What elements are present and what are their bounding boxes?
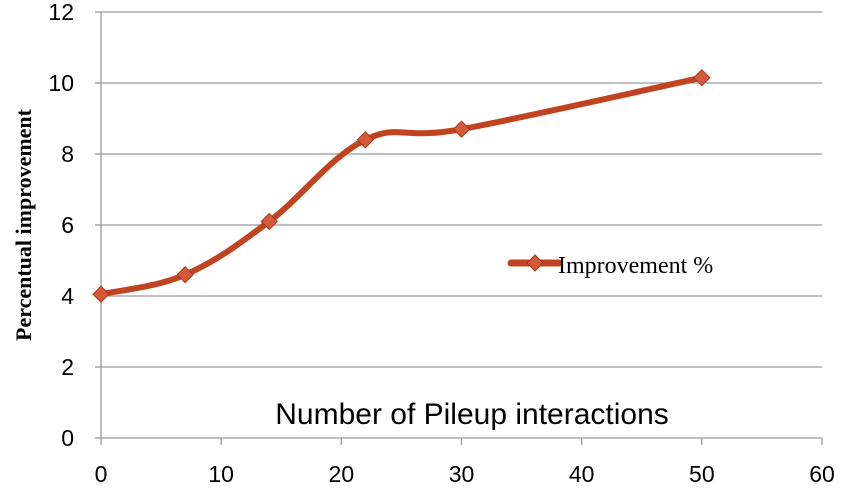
- y-tick-label: 8: [61, 141, 74, 167]
- y-tick-label: 4: [61, 283, 74, 309]
- data-point-marker: [260, 212, 278, 231]
- data-point-marker: [176, 265, 194, 284]
- x-tick-label: 60: [809, 461, 835, 487]
- data-point-marker: [356, 131, 375, 149]
- tick-labels: 0 2 4 6 8 10 12 0 10 20 30 40 50 60: [48, 0, 834, 487]
- x-tick-label: 40: [569, 461, 595, 487]
- legend: Improvement %: [507, 253, 713, 279]
- x-tick-label: 10: [208, 461, 234, 487]
- y-tick-label: 12: [48, 0, 74, 25]
- series: [92, 68, 711, 303]
- data-point-marker: [452, 120, 471, 138]
- x-tick-label: 20: [329, 461, 355, 487]
- x-axis-title: Number of Pileup interactions: [275, 398, 669, 431]
- x-tick-label: 0: [95, 461, 108, 487]
- y-axis-title: Percentual improvement: [11, 108, 36, 341]
- x-tick-label: 50: [689, 461, 715, 487]
- y-tick-label: 10: [48, 70, 74, 96]
- y-tick-label: 0: [61, 425, 74, 451]
- axes: [95, 11, 823, 445]
- data-point-marker: [92, 285, 110, 303]
- legend-diamond-marker: [526, 254, 544, 272]
- legend-label: Improvement %: [558, 253, 713, 279]
- x-tick-label: 30: [449, 461, 475, 487]
- y-tick-label: 2: [61, 354, 74, 380]
- gridlines: [101, 11, 822, 368]
- data-point-marker: [693, 68, 711, 87]
- y-tick-label: 6: [61, 212, 74, 238]
